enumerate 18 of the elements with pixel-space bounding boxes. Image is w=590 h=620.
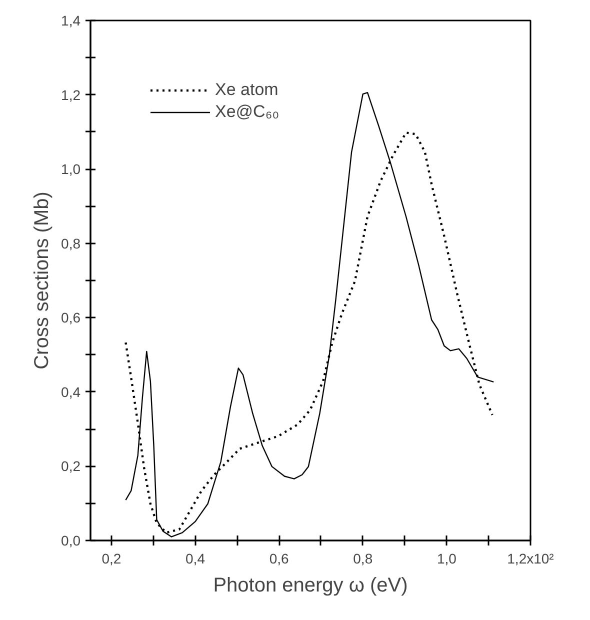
y-tick-label: 1,0 <box>61 161 81 178</box>
y-tick-label: 1,4 <box>61 12 81 28</box>
x-tick-label: 0,2 <box>102 550 122 566</box>
y-tick-label: 0,4 <box>61 384 81 400</box>
x-tick-label: 0,6 <box>269 550 290 566</box>
legend-label: Xe@C₆₀ <box>215 102 280 122</box>
y-tick-label: 0,8 <box>61 235 81 252</box>
x-tick-label: 0,4 <box>186 550 206 566</box>
legend-label: Xe atom <box>215 80 278 100</box>
y-tick-label: 1,2 <box>61 86 81 103</box>
y-tick-label: 0,0 <box>61 532 81 548</box>
y-tick-label: 0,2 <box>61 458 81 474</box>
x-tick-label: 0,8 <box>353 550 373 566</box>
y-axis-title: Cross sections (Mb) <box>31 192 54 370</box>
x-tick-label: 1,2x10² <box>507 550 554 566</box>
x-tick-label: 1,0 <box>436 550 457 566</box>
x-axis-title: Photon energy ω (eV) <box>213 574 408 596</box>
y-tick-label: 0,6 <box>61 310 81 326</box>
